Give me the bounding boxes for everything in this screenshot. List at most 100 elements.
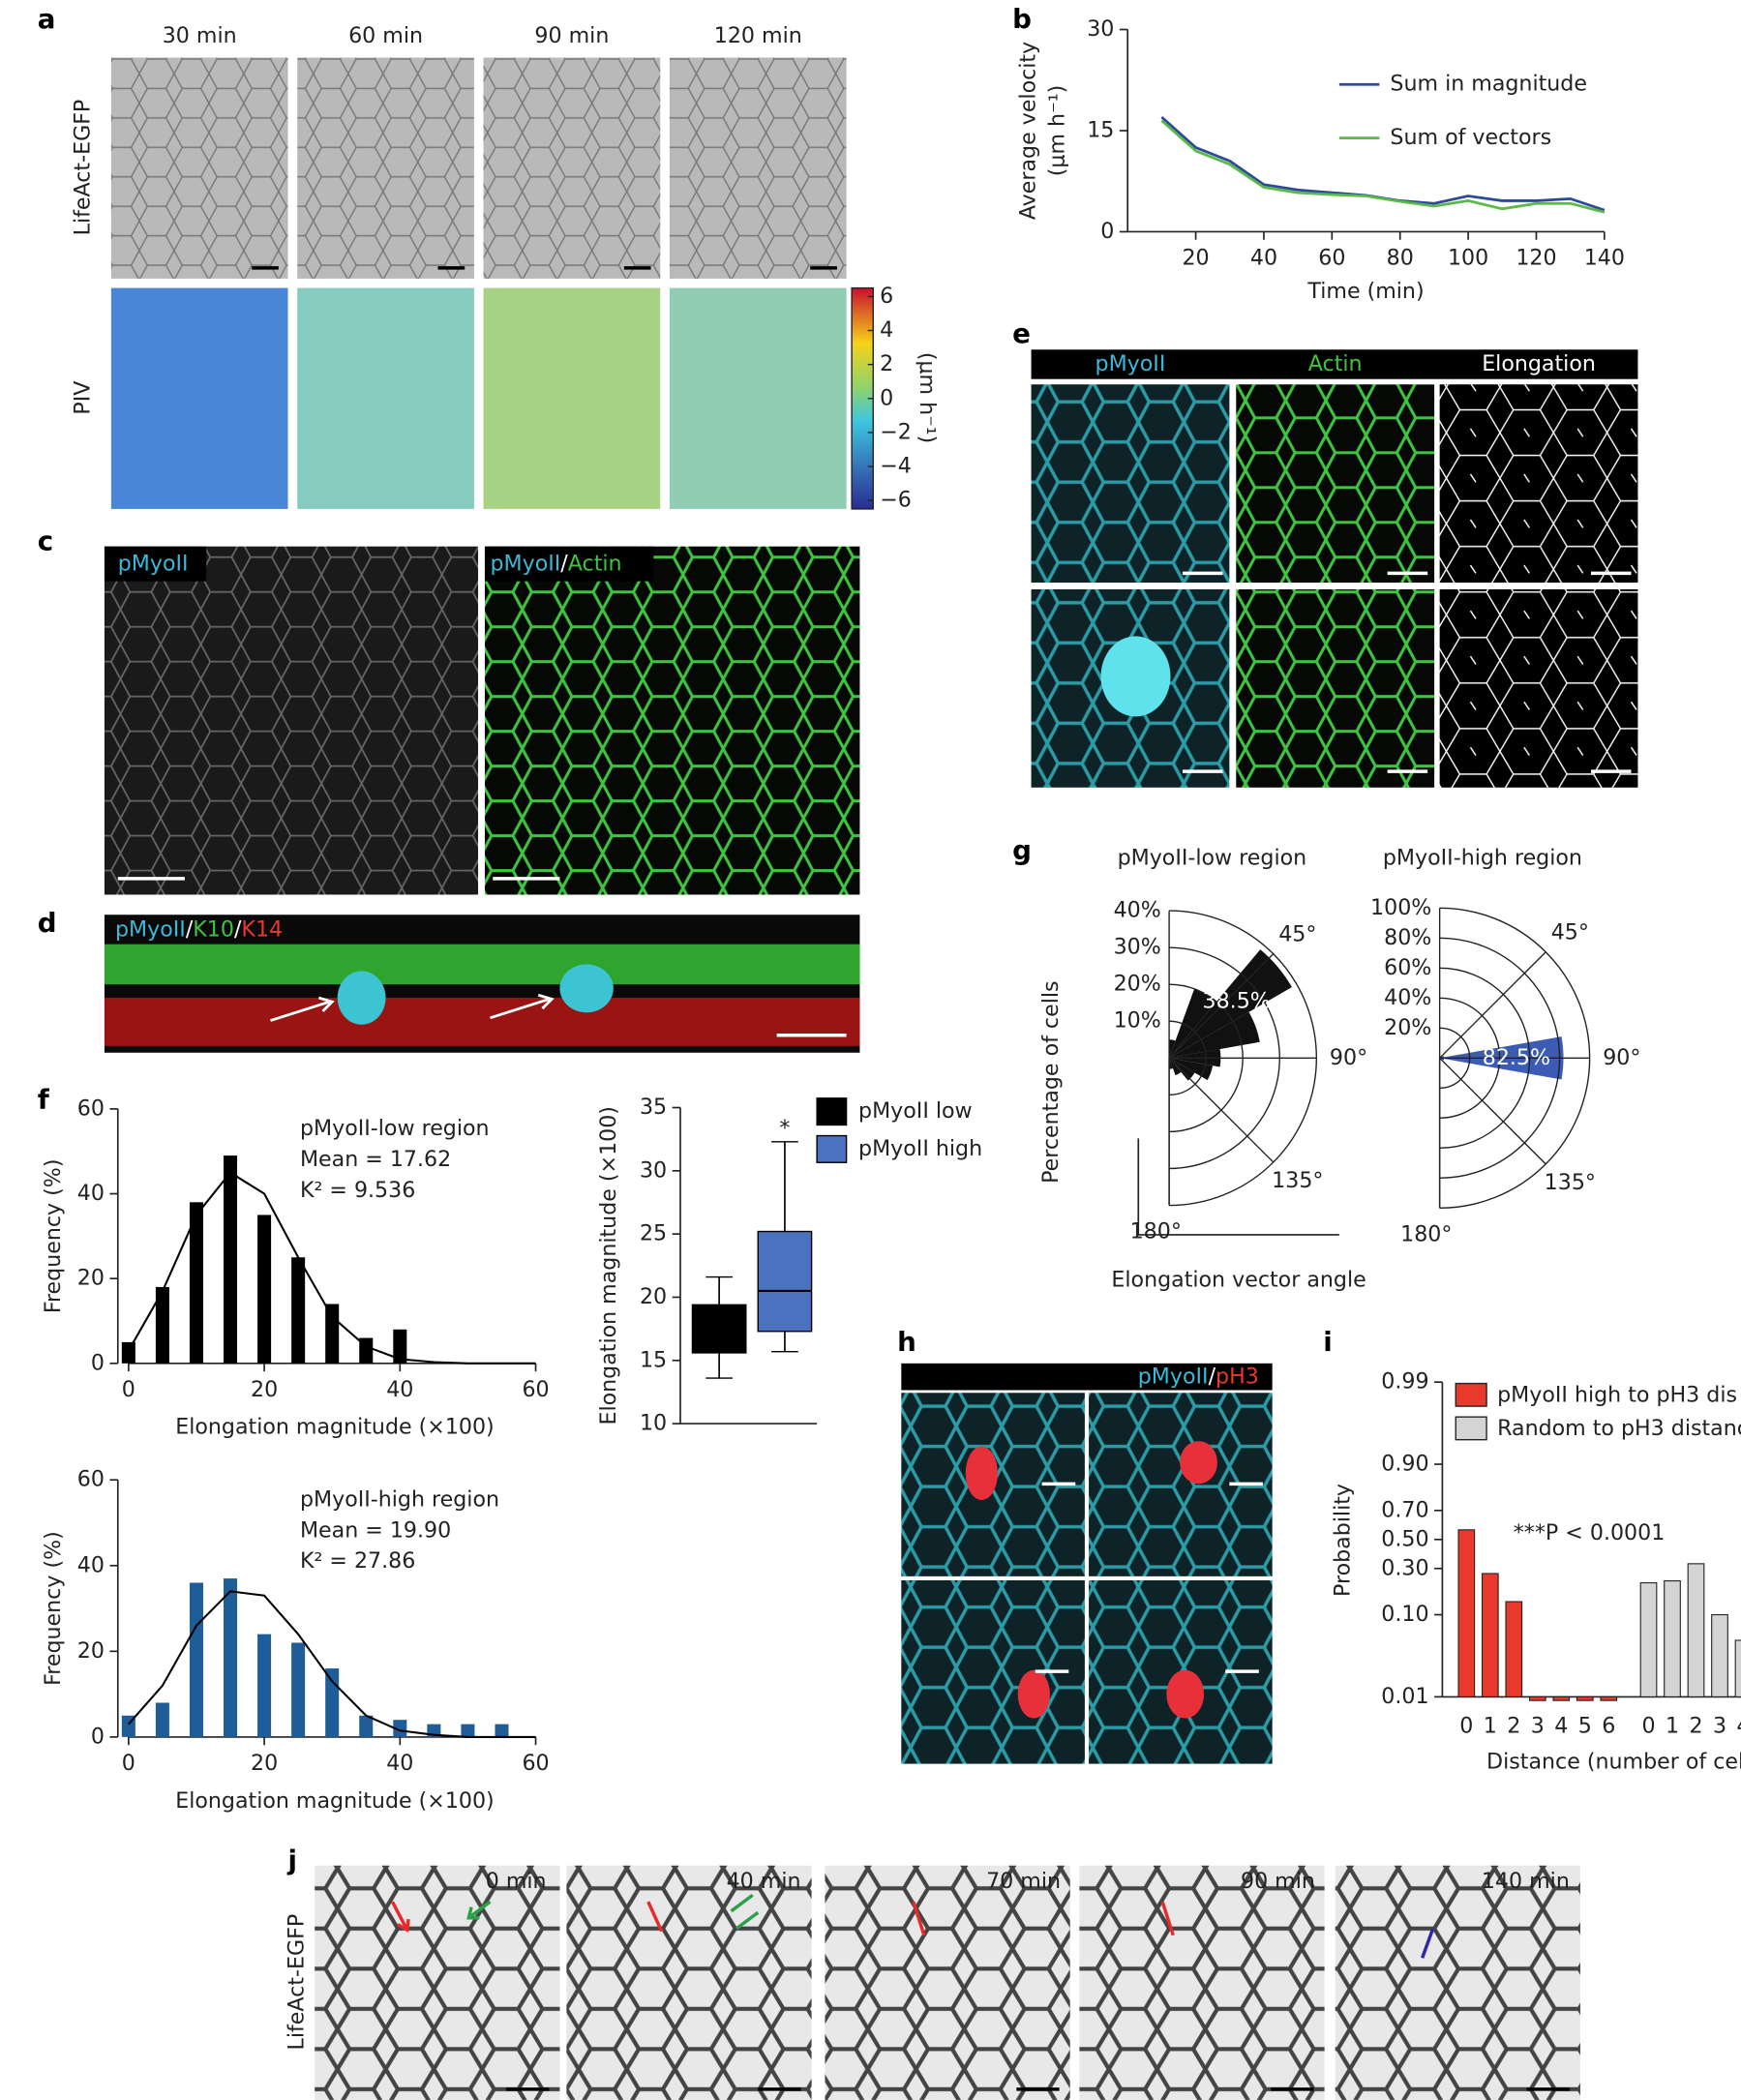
x-tick-label: 60 (1318, 246, 1345, 271)
micrograph (1079, 1865, 1325, 2100)
header: Actin (1308, 351, 1363, 376)
micrograph (483, 57, 661, 279)
micrograph (669, 57, 847, 279)
timepoint: 0 min (486, 1869, 547, 1894)
bar (155, 1702, 169, 1737)
micrograph (825, 1865, 1070, 2100)
y-tick-label: 40 (77, 1181, 105, 1206)
piv-map (483, 287, 661, 509)
bar (1505, 1601, 1523, 1697)
value-label: 38.5% (1203, 988, 1271, 1013)
y-axis-label: Probability (1330, 1484, 1355, 1597)
piv-map (110, 287, 288, 509)
micrograph (297, 57, 474, 279)
fit-curve (128, 1590, 536, 1738)
nucleus (1166, 1669, 1205, 1719)
bar (1528, 1695, 1546, 1701)
bar (1711, 1613, 1728, 1697)
header: pMyoII (1096, 351, 1166, 376)
y-tick-label: 0.99 (1381, 1369, 1428, 1395)
y-tick-label: 0.30 (1381, 1555, 1428, 1580)
bar (224, 1578, 238, 1737)
y-axis-label: Frequency (%) (41, 1159, 66, 1314)
x-tick-label: 0 (122, 1377, 135, 1402)
y-tick-label: 0.01 (1381, 1684, 1428, 1709)
y-tick-label: 0.10 (1381, 1602, 1428, 1627)
row-label: LifeAct-EGFP (285, 1914, 310, 2051)
bar (325, 1304, 340, 1364)
bar (461, 1724, 475, 1737)
x-axis-label: Distance (number of cel (1486, 1750, 1741, 1775)
header: pMyoII/pH3 (1138, 1364, 1259, 1389)
x-tick-label: 0 (1459, 1713, 1473, 1738)
micrograph (1335, 1865, 1580, 2100)
piv-map (297, 287, 474, 509)
y-axis-label: Elongation magnitude (×100) (596, 1106, 621, 1425)
label-part: Actin (568, 551, 622, 576)
y-tick-label: 40 (77, 1552, 105, 1577)
panel-letter: d (38, 907, 57, 939)
y-tick-label: 35 (640, 1095, 667, 1120)
r-tick-label: 80% (1384, 925, 1431, 950)
colorbar-label: (μm h⁻¹) (915, 352, 940, 444)
r-tick-label: 100% (1370, 895, 1431, 920)
y-tick-label: 30 (1087, 16, 1114, 42)
colorbar-tick-label: −4 (880, 454, 912, 479)
r-tick-label: 10% (1114, 1008, 1161, 1034)
arrow (390, 1901, 410, 1933)
segmentation (1439, 588, 1638, 788)
label-box (484, 546, 654, 582)
bar (393, 1720, 407, 1737)
y-tick-label: 0 (91, 1724, 105, 1749)
arrow (1421, 1928, 1435, 1959)
panel-letter: j (287, 1845, 297, 1876)
label-part: / (560, 551, 568, 576)
y-axis-label: Average velocity (1015, 42, 1040, 220)
label-box (104, 546, 207, 582)
bar (325, 1668, 340, 1737)
bar (121, 1341, 135, 1364)
panel-letter: h (897, 1326, 916, 1358)
legend-label: Sum of vectors (1390, 125, 1551, 150)
x-tick-label: 5 (1578, 1713, 1592, 1738)
r-tick-label: 40% (1114, 898, 1161, 923)
x-tick-label: 4 (1554, 1713, 1568, 1738)
x-axis-label: Elongation magnitude (×100) (175, 1788, 494, 1814)
angle-tick-label: 90° (1603, 1045, 1640, 1070)
bar (224, 1155, 238, 1364)
timepoint: 70 min (986, 1869, 1061, 1894)
annotation: * (779, 1116, 790, 1141)
bar (1576, 1695, 1594, 1701)
line-series (1160, 119, 1606, 214)
y-tick-label: 20 (77, 1638, 105, 1664)
angle-line (1168, 1057, 1275, 1163)
header-bar (1031, 349, 1638, 379)
wedge (1169, 1011, 1260, 1059)
arrow (270, 996, 335, 1022)
bar (257, 1215, 272, 1364)
panel-h: pMyoII/pH3 (901, 1363, 1273, 1764)
arrow (730, 1893, 760, 1931)
x-tick-label: 1 (1666, 1713, 1679, 1738)
micrograph (1031, 384, 1230, 584)
cell (559, 964, 614, 1013)
annotation: K² = 27.86 (300, 1548, 415, 1574)
r-tick-label: 60% (1384, 955, 1431, 980)
x-tick-label: 20 (251, 1751, 278, 1776)
x-tick-label: 40 (1250, 246, 1277, 271)
wedge (1169, 1058, 1174, 1069)
image-label: pMyoII/Actin (490, 551, 621, 576)
angle-line (1439, 951, 1546, 1059)
bar (1600, 1695, 1618, 1701)
y-axis-label: Percentage of cells (1038, 980, 1064, 1183)
r-tick-label: 30% (1114, 935, 1161, 960)
label-part: / (1209, 1364, 1216, 1389)
x-tick-label: 0 (1641, 1713, 1655, 1738)
y-tick-label: 15 (640, 1347, 667, 1372)
annotation: pMyoII-low region (300, 1116, 490, 1141)
bar (257, 1634, 272, 1737)
panel-letter: g (1012, 834, 1032, 866)
column-label: 30 min (163, 23, 237, 48)
r-tick-label: 20% (1384, 1015, 1431, 1040)
image-label: pMyoII/K10/K14 (115, 916, 283, 942)
